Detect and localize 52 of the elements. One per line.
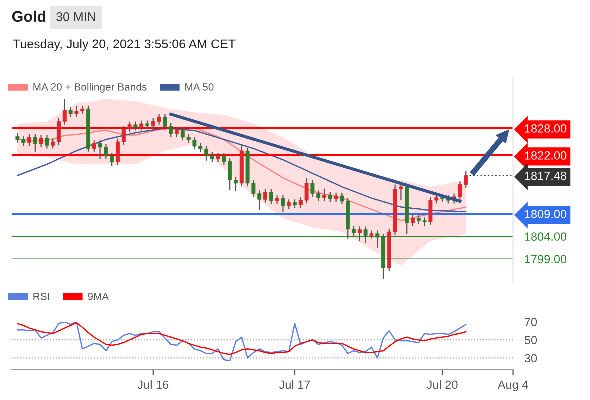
candlestick (62, 98, 67, 126)
candlestick (370, 230, 374, 240)
candlestick (411, 214, 415, 227)
candlestick (358, 226, 362, 242)
y-tick-label: 1799.00 (525, 255, 567, 264)
candlestick (376, 230, 380, 248)
candlestick (39, 134, 44, 148)
candlestick (287, 199, 292, 210)
text: Tuesday, July 20, 2021 3:55:06 AM CET (13, 39, 236, 52)
y-tick-label: 1809.00 (525, 210, 567, 218)
y-tick-label: 1804.00 (525, 232, 567, 241)
candlestick (140, 120, 144, 132)
candlestick (216, 152, 220, 163)
candlestick (51, 138, 56, 150)
legend-label: RSI (34, 292, 50, 300)
x-tick-label: Jul 16 (138, 380, 169, 390)
x-tick-label: Jul 17 (279, 380, 310, 390)
chart-subtitle: 30 MIN (56, 12, 96, 22)
y-tick-label: 1817.48 (525, 172, 567, 180)
candlestick (334, 192, 338, 203)
x-tick-label: Jul 20 (426, 380, 458, 390)
y-tick-label: 1828.00 (525, 124, 567, 133)
y-tick-label: 1822.00 (525, 152, 567, 160)
candlestick (204, 145, 208, 162)
y-tick-label: 50 (524, 336, 538, 345)
candlestick (57, 118, 61, 146)
y-tick-label: 30 (524, 354, 538, 363)
x-tick-label: Aug 4 (498, 380, 528, 392)
candlestick (269, 188, 274, 205)
candlestick (281, 195, 286, 213)
candlestick (33, 134, 38, 152)
chart-title: Gold (12, 10, 46, 22)
y-tick-label: 70 (525, 318, 538, 326)
candlestick (352, 226, 356, 237)
candlestick (264, 188, 268, 204)
candlestick (68, 106, 73, 118)
line-series (17, 322, 467, 362)
candlestick (45, 134, 50, 150)
candlestick (234, 176, 238, 192)
candlestick (28, 134, 32, 147)
candlestick (175, 127, 179, 138)
legend-label: 9MA (88, 292, 110, 300)
candlestick (328, 191, 332, 203)
candlestick (322, 188, 326, 202)
legend-label: MA 50 (186, 83, 214, 91)
legend-label: MA 20 + Bollinger Bands (34, 83, 147, 93)
candlestick (116, 138, 120, 166)
candlestick (210, 152, 214, 163)
candlestick (364, 226, 368, 244)
candlestick (134, 121, 138, 132)
line-series (17, 322, 467, 356)
candlestick (92, 140, 96, 152)
